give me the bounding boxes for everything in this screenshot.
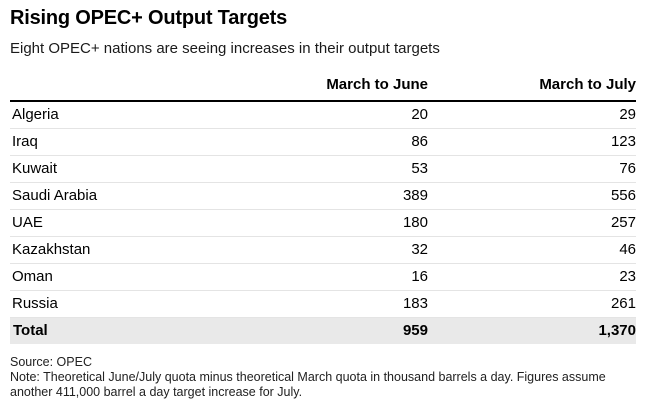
table-row: Iraq 86 123 bbox=[10, 128, 636, 156]
total-label: Total bbox=[10, 317, 230, 344]
table-header-row: March to June March to July bbox=[10, 61, 636, 102]
row-value-march-to-july: 257 bbox=[428, 209, 636, 237]
row-value-march-to-july: 556 bbox=[428, 182, 636, 210]
row-value-march-to-june: 180 bbox=[230, 209, 428, 237]
row-label-country: Algeria bbox=[10, 101, 230, 129]
chart-footer: Source: OPEC Note: Theoretical June/July… bbox=[10, 355, 636, 400]
total-value-march-to-july: 1,370 bbox=[428, 317, 636, 344]
total-value-march-to-june: 959 bbox=[230, 317, 428, 344]
chart-title: Rising OPEC+ Output Targets bbox=[10, 7, 288, 29]
table-row: Saudi Arabia 389 556 bbox=[10, 182, 636, 210]
row-value-march-to-july: 29 bbox=[428, 101, 636, 129]
chart-subtitle: Eight OPEC+ nations are seeing increases… bbox=[10, 40, 440, 57]
row-value-march-to-june: 20 bbox=[230, 101, 428, 129]
table-row: Kuwait 53 76 bbox=[10, 155, 636, 183]
row-label-country: Kazakhstan bbox=[10, 236, 230, 264]
opec-output-table: March to June March to July Algeria 20 29 I… bbox=[10, 61, 636, 344]
table-row: Algeria 20 29 bbox=[10, 101, 636, 129]
row-value-march-to-july: 123 bbox=[428, 128, 636, 156]
row-value-march-to-july: 261 bbox=[428, 290, 636, 318]
column-header-march-to-june: March to June bbox=[230, 61, 428, 102]
row-label-country: Russia bbox=[10, 290, 230, 318]
table-row: Oman 16 23 bbox=[10, 263, 636, 291]
row-value-march-to-july: 76 bbox=[428, 155, 636, 183]
table-total-row: Total 959 1,370 bbox=[10, 317, 636, 344]
row-value-march-to-june: 183 bbox=[230, 290, 428, 318]
table-row: UAE 180 257 bbox=[10, 209, 636, 237]
source-text: Source: OPEC bbox=[10, 355, 92, 369]
table-row: Russia 183 261 bbox=[10, 290, 636, 318]
row-value-march-to-june: 16 bbox=[230, 263, 428, 291]
row-value-march-to-june: 86 bbox=[230, 128, 428, 156]
column-header-country bbox=[10, 61, 230, 102]
row-value-march-to-july: 23 bbox=[428, 263, 636, 291]
table-row: Kazakhstan 32 46 bbox=[10, 236, 636, 264]
column-header-march-to-july: March to July bbox=[428, 61, 636, 102]
row-value-march-to-july: 46 bbox=[428, 236, 636, 264]
row-label-country: Kuwait bbox=[10, 155, 230, 183]
row-label-country: Iraq bbox=[10, 128, 230, 156]
row-label-country: Oman bbox=[10, 263, 230, 291]
row-label-country: Saudi Arabia bbox=[10, 182, 230, 210]
row-value-march-to-june: 389 bbox=[230, 182, 428, 210]
row-value-march-to-june: 32 bbox=[230, 236, 428, 264]
row-label-country: UAE bbox=[10, 209, 230, 237]
row-value-march-to-june: 53 bbox=[230, 155, 428, 183]
note-text: Note: Theoretical June/July quota minus … bbox=[10, 370, 606, 399]
